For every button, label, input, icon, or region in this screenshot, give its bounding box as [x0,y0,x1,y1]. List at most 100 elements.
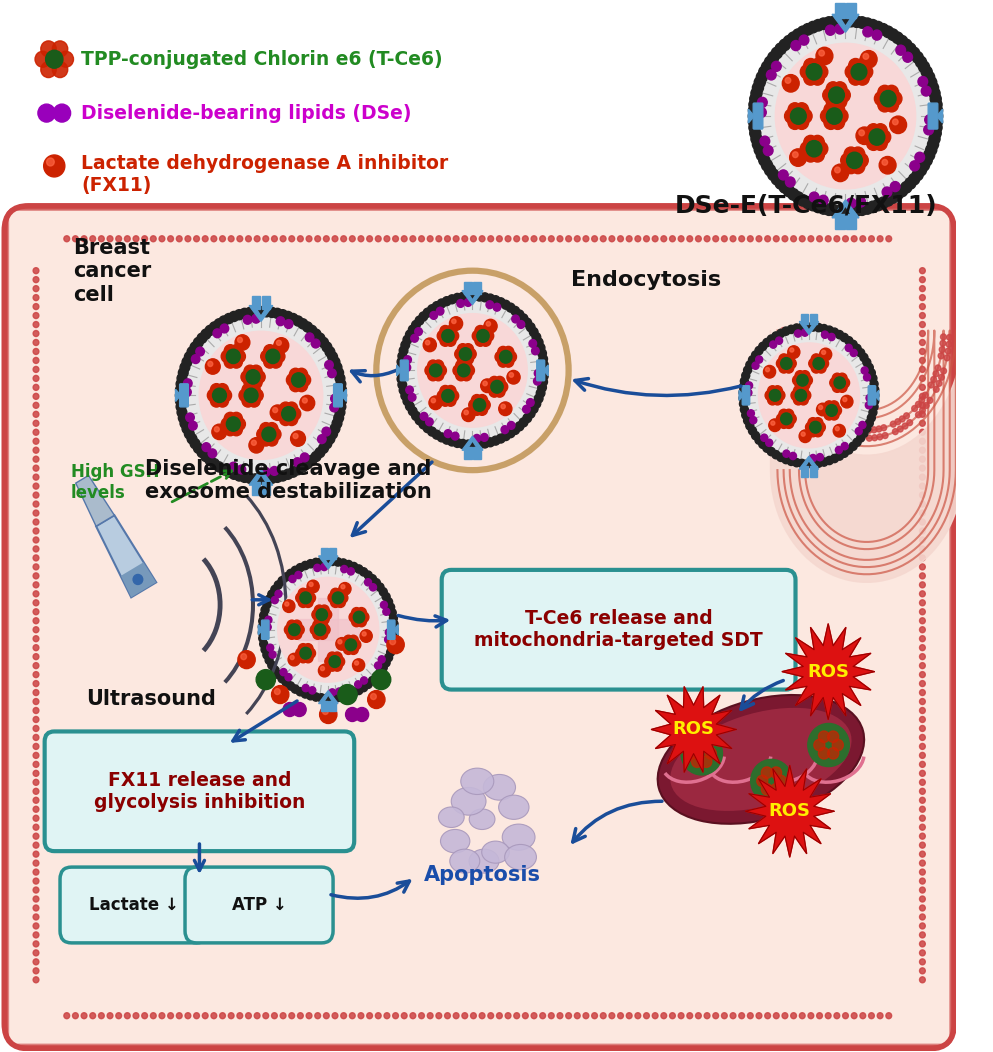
Circle shape [920,573,925,579]
Circle shape [192,355,200,364]
Circle shape [920,824,925,830]
Circle shape [276,317,285,326]
Circle shape [824,412,830,419]
Circle shape [845,432,851,439]
Bar [318,599,339,661]
FancyBboxPatch shape [185,867,333,943]
Circle shape [789,148,806,166]
Circle shape [369,584,376,591]
Circle shape [486,301,494,308]
Circle shape [755,346,763,355]
Circle shape [892,188,904,200]
Circle shape [930,94,941,105]
Circle shape [786,368,792,373]
Circle shape [886,236,892,242]
Circle shape [916,57,926,67]
Circle shape [33,609,39,614]
Circle shape [333,661,343,671]
Circle shape [311,451,321,462]
Circle shape [203,236,209,242]
Circle shape [823,204,834,216]
Circle shape [920,843,925,848]
Polygon shape [749,109,754,123]
Circle shape [860,353,868,362]
Circle shape [792,324,800,332]
Circle shape [846,198,856,208]
Circle shape [825,236,831,242]
Circle shape [791,381,797,386]
Circle shape [364,579,371,586]
Circle shape [730,236,736,242]
Circle shape [809,323,817,331]
Text: Lactate ↓: Lactate ↓ [89,896,179,914]
Circle shape [33,780,39,785]
Circle shape [420,412,428,420]
Circle shape [496,298,505,307]
Circle shape [515,310,524,319]
Circle shape [216,384,228,397]
Circle shape [452,319,456,324]
Circle shape [534,394,543,403]
Circle shape [867,20,879,31]
Circle shape [816,403,829,416]
Circle shape [315,624,326,635]
Circle shape [768,335,776,343]
Circle shape [480,400,491,410]
Circle shape [557,236,563,242]
Circle shape [54,104,71,122]
Circle shape [920,393,925,400]
Circle shape [790,108,806,124]
Circle shape [313,620,323,630]
Circle shape [177,307,346,483]
Circle shape [256,670,275,689]
Circle shape [927,139,938,150]
Circle shape [782,348,788,355]
Circle shape [833,424,845,437]
Circle shape [583,236,589,242]
Circle shape [271,585,279,593]
Circle shape [843,398,847,402]
Circle shape [265,656,273,664]
Circle shape [742,371,750,380]
Circle shape [368,676,376,685]
Circle shape [176,402,186,411]
Circle shape [392,1013,398,1018]
Circle shape [475,292,484,301]
Polygon shape [342,389,347,402]
Circle shape [360,630,372,643]
Circle shape [834,377,845,388]
Circle shape [523,413,531,423]
Circle shape [813,358,824,369]
Circle shape [142,236,148,242]
Circle shape [799,35,809,45]
Circle shape [776,775,786,787]
Circle shape [808,359,818,368]
Circle shape [312,559,320,567]
Circle shape [796,375,808,386]
Circle shape [931,116,942,127]
Circle shape [331,588,341,599]
Circle shape [349,635,358,646]
Circle shape [739,1013,745,1018]
Circle shape [834,1013,840,1018]
Circle shape [33,600,39,606]
Circle shape [209,449,216,458]
Circle shape [456,369,467,381]
Circle shape [835,452,843,460]
Circle shape [765,390,775,401]
Ellipse shape [502,824,535,850]
Circle shape [372,672,380,681]
Circle shape [920,528,925,534]
Circle shape [33,671,39,677]
Circle shape [239,472,249,483]
Circle shape [33,366,39,372]
Circle shape [777,453,784,462]
Circle shape [274,670,282,679]
Circle shape [857,204,868,216]
Circle shape [762,784,773,795]
FancyBboxPatch shape [537,360,545,381]
Circle shape [64,1013,70,1018]
Circle shape [831,405,841,416]
Circle shape [33,474,39,480]
Circle shape [592,1013,598,1018]
